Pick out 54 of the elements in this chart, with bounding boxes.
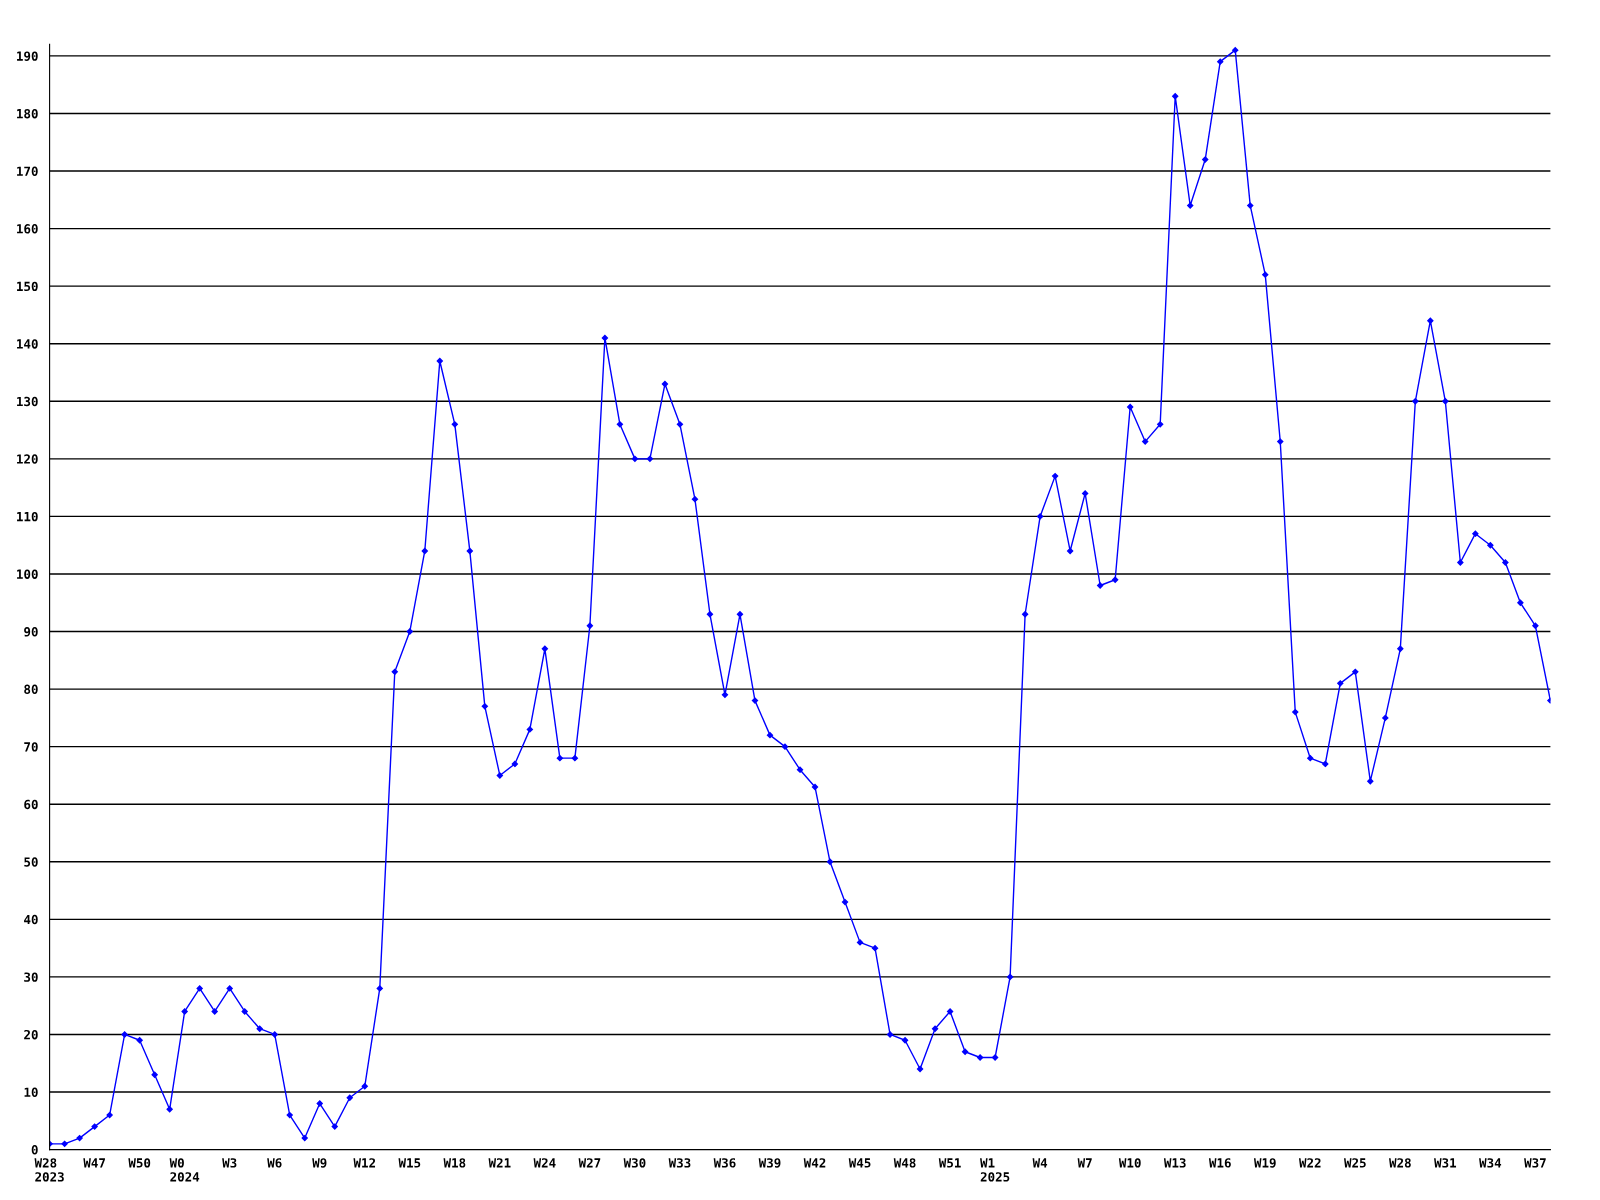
x-tick-label: W1 2025 [980, 1158, 1010, 1182]
x-tick-label: W10 [1118, 1158, 1141, 1168]
x-tick-label: W28 2023 [34, 1158, 64, 1182]
x-tick-label: W16 [1208, 1158, 1231, 1168]
x-tick-label: W4 [1032, 1158, 1048, 1168]
y-tick-label: 100 [17, 569, 38, 579]
x-tick-label: W25 [1344, 1158, 1366, 1168]
x-tick-label: W21 [488, 1158, 511, 1168]
y-tick-label: 90 [24, 627, 38, 637]
x-tick-label: W47 [83, 1158, 105, 1168]
x-tick-label: W24 [533, 1158, 556, 1168]
y-tick-label: 190 [17, 51, 38, 61]
x-tick-label: W12 [353, 1158, 376, 1168]
x-tick-label: W34 [1479, 1158, 1502, 1168]
x-tick-label: W7 [1077, 1158, 1092, 1168]
x-tick-label: W9 [312, 1158, 327, 1168]
y-tick-label: 120 [17, 454, 38, 464]
x-tick-label: W3 [222, 1158, 237, 1168]
x-tick-label: W13 [1163, 1158, 1186, 1168]
x-tick-label: W0 2024 [169, 1158, 200, 1182]
y-tick-label: 70 [24, 742, 38, 752]
x-tick-label: W22 [1298, 1158, 1321, 1168]
y-tick-label: 50 [24, 857, 38, 867]
y-tick-label: 80 [24, 684, 38, 695]
y-tick-label: 180 [17, 108, 38, 119]
x-tick-label: W50 [128, 1158, 151, 1168]
x-tick-label: W18 [443, 1158, 466, 1168]
y-tick-label: 140 [17, 339, 38, 349]
y-tick-label: 170 [17, 166, 38, 176]
x-tick-label: W51 [938, 1158, 961, 1168]
x-tick-label: W30 [623, 1158, 646, 1168]
x-tick-label: W39 [758, 1158, 781, 1168]
x-tick-label: W42 [803, 1158, 826, 1168]
x-tick-label: W28 [1389, 1158, 1411, 1168]
y-tick-label: 30 [24, 972, 38, 982]
x-tick-label: W31 [1434, 1158, 1457, 1168]
y-tick-label: 20 [24, 1029, 38, 1040]
y-tick-label: 60 [24, 799, 38, 810]
y-tick-label: 130 [17, 396, 38, 407]
y-tick-label: 110 [17, 511, 38, 522]
y-tick-label: 40 [24, 914, 38, 925]
x-tick-label: W27 [578, 1158, 601, 1168]
x-tick-label: W37 [1524, 1158, 1546, 1168]
x-tick-label: W36 [713, 1158, 736, 1168]
x-tick-label: W15 [398, 1158, 421, 1168]
x-tick-label: W19 [1253, 1158, 1276, 1168]
x-tick-label: W6 [267, 1158, 282, 1168]
x-tick-label: W45 [848, 1158, 871, 1168]
x-tick-label: W33 [668, 1158, 691, 1168]
y-tick-label: 10 [24, 1087, 38, 1097]
x-tick-label: W48 [893, 1158, 916, 1168]
y-tick-label: 0 [31, 1145, 38, 1155]
y-tick-label: 160 [17, 224, 38, 234]
y-tick-label: 150 [17, 281, 38, 292]
